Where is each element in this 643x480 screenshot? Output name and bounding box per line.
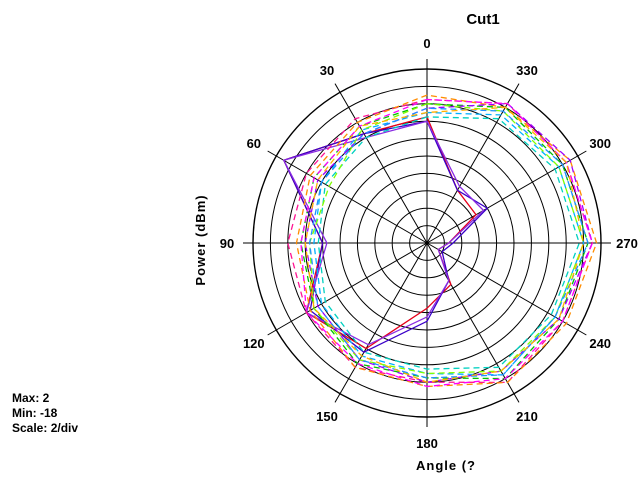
grid-spoke [334,242,428,403]
angle-tick-label: 60 [247,136,261,151]
angle-tick-label: 180 [416,436,438,451]
angle-tick-label: 240 [589,336,611,351]
y-axis-label: Power (dBm) [193,194,208,285]
grid-spoke [426,242,520,403]
grid-spoke [267,150,428,244]
min-label: Min: -18 [12,406,58,420]
series-line [304,106,585,383]
series-line [317,116,580,370]
series-line [308,107,589,379]
series-group [282,94,598,388]
angle-tick-label: 90 [220,236,234,251]
angle-tick-label: 120 [243,336,265,351]
scale-label: Scale: 2/div [12,421,79,435]
angle-tick-label: 150 [316,409,338,424]
x-axis-label: Angle (? [416,458,476,473]
angle-tick-label: 30 [320,63,334,78]
grid-spoke [426,150,587,244]
angle-tick-label: 270 [616,236,638,251]
angle-tick-label: 300 [589,136,611,151]
grid-spoke [267,242,428,336]
series-line [300,98,593,388]
angle-tick-labels: 0 30 60 90 120 150 180 210 240 270 300 330 [220,36,638,451]
angle-tick-label: 210 [516,409,538,424]
series-line [308,103,585,375]
grid-spoke [334,83,428,244]
grid-spoke [426,242,587,336]
series-line [282,120,485,346]
chart-title: Cut1 [466,11,499,28]
grid-spoke [426,83,520,244]
max-label: Max: 2 [12,391,50,405]
angle-tick-label: 330 [516,63,538,78]
polar-grid [243,59,611,427]
series-line [295,94,598,388]
angle-tick-label: 0 [423,36,430,51]
